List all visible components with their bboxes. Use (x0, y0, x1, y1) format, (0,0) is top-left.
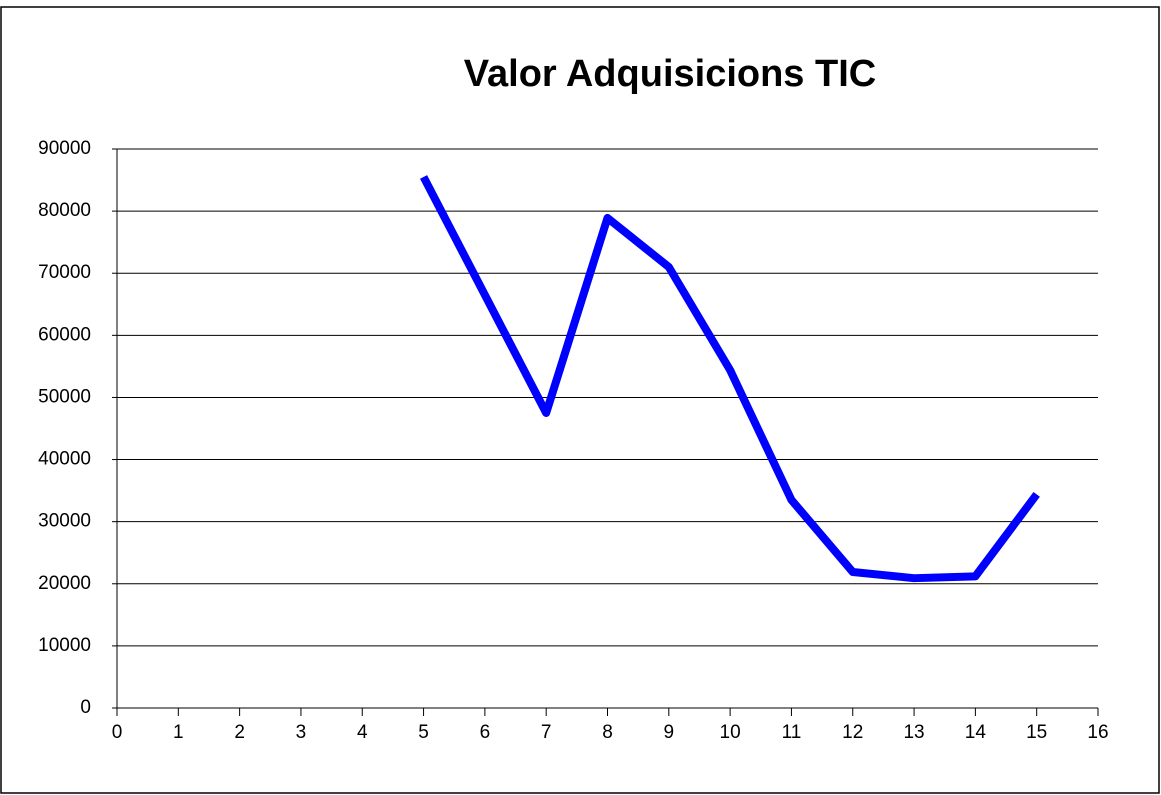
x-tick-label: 13 (903, 722, 924, 743)
y-tick-label: 40000 (38, 449, 91, 470)
x-tick-label: 0 (112, 722, 123, 743)
x-tick-label: 6 (480, 722, 491, 743)
chart-frame (0, 6, 1160, 794)
x-tick-label: 2 (234, 722, 245, 743)
x-tick-label: 16 (1087, 722, 1108, 743)
y-tick-label: 50000 (38, 386, 91, 407)
chart-title: Valor Adquisicions TIC (464, 53, 876, 95)
x-tick-label: 9 (664, 722, 675, 743)
y-tick-label: 80000 (38, 200, 91, 221)
y-tick-label: 20000 (38, 573, 91, 594)
x-tick-label: 12 (842, 722, 863, 743)
x-tick-label: 3 (296, 722, 307, 743)
x-tick-label: 8 (602, 722, 613, 743)
y-tick-label: 30000 (38, 511, 91, 532)
x-tick-label: 1 (173, 722, 184, 743)
y-tick-label: 70000 (38, 262, 91, 283)
y-tick-label: 0 (80, 697, 91, 718)
data-line (420, 175, 1040, 583)
x-tick-label: 4 (357, 722, 368, 743)
x-tick-label: 7 (541, 722, 552, 743)
y-tick-label: 10000 (38, 635, 91, 656)
x-tick-label: 15 (1026, 722, 1047, 743)
y-tick-label: 90000 (38, 138, 91, 159)
x-tick-label: 10 (720, 722, 741, 743)
y-tick-label: 60000 (38, 324, 91, 345)
x-tick-label: 11 (782, 722, 802, 743)
x-tick-label: 5 (418, 722, 429, 743)
x-tick-label: 14 (965, 722, 987, 743)
